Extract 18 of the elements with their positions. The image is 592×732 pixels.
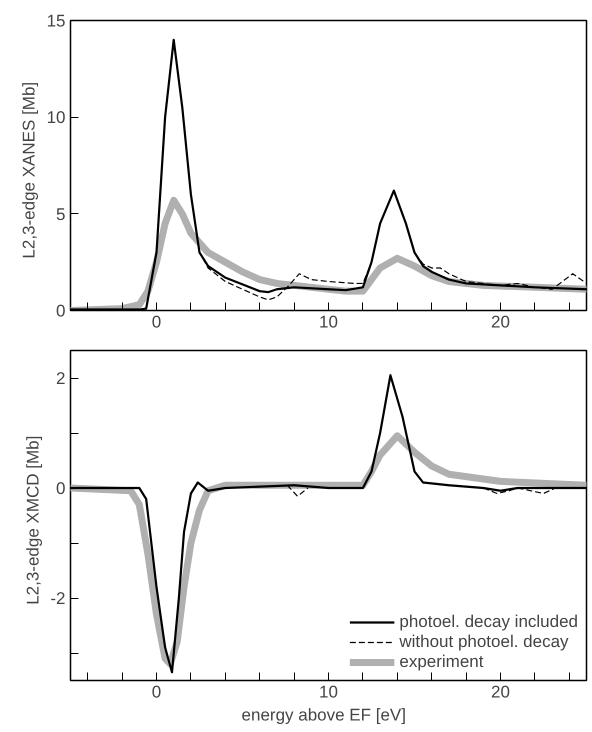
y-tick-label: -2 (50, 589, 66, 608)
x-tick-label: 0 (152, 682, 162, 702)
y-tick-label: 2 (56, 369, 66, 388)
x-tick-label: 20 (491, 312, 510, 332)
y-tick-label: 10 (46, 108, 66, 128)
x-tick-label: 0 (152, 312, 162, 332)
x-tick-label: 20 (491, 682, 510, 702)
legend-label: without photoel. decay (399, 632, 569, 652)
y-tick-label: 15 (46, 12, 66, 30)
legend-label: photoel. decay included (399, 612, 578, 632)
y-tick-label: 5 (56, 204, 66, 224)
x-tick-label: 10 (319, 682, 338, 702)
x-tick-label: 10 (319, 312, 338, 332)
y-axis-title: L2,3-edge XMCD [Mb] (23, 436, 42, 605)
y-tick-label: 0 (56, 479, 66, 498)
x-axis-title: energy above EF [eV] (242, 706, 406, 724)
legend-label: experiment (399, 652, 484, 672)
y-axis-title: L2,3-edge XANES [Mb] (20, 82, 39, 259)
